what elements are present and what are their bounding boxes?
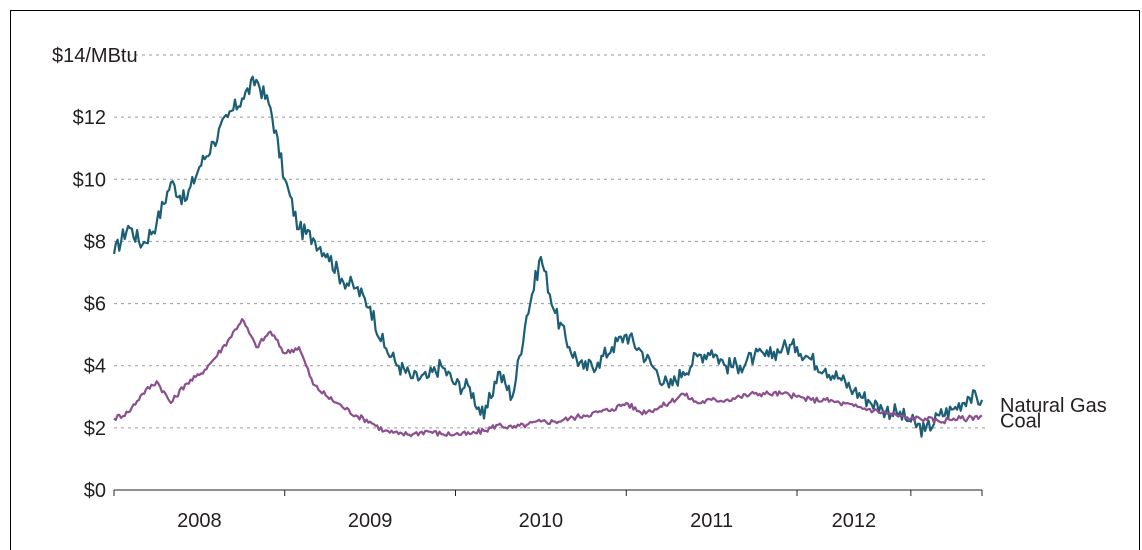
x-tick-label: 2008	[177, 510, 222, 532]
y-tick-label: $8	[84, 231, 106, 253]
y-tick-label: $12	[73, 107, 106, 129]
coal-label: Coal	[1000, 410, 1041, 432]
natural-gas-label: Natural Gas	[1000, 395, 1107, 417]
x-tick-label: 2012	[832, 510, 877, 532]
x-tick-label: 2011	[690, 510, 733, 532]
x-tick-label: 2009	[348, 510, 393, 532]
y-tick-label: $6	[84, 294, 106, 316]
y-tick-label: $4	[84, 356, 106, 378]
y-tick-label: $0	[84, 480, 106, 502]
chart-frame	[10, 10, 1140, 550]
y-tick-label: $2	[84, 418, 106, 440]
natural-gas-line	[112, 75, 984, 438]
coal-line	[113, 318, 983, 438]
y-tick-label: $14/MBtu	[52, 45, 138, 67]
y-tick-label: $10	[73, 169, 106, 191]
x-tick-label: 2010	[519, 510, 564, 532]
